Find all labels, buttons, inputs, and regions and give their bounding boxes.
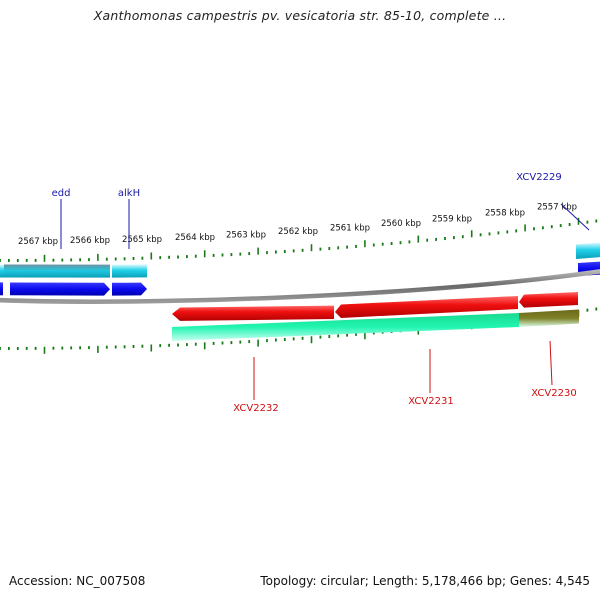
gene-label-xcv2230[interactable]: XCV2230 <box>531 388 576 399</box>
forward-strand-track <box>0 242 600 296</box>
gene-feature-edd-cds[interactable] <box>0 264 4 278</box>
gene-labels: edd alkH XCV2229 XCV2232 XCV2231 XCV2230 <box>52 172 577 414</box>
label-leaders <box>60 199 590 400</box>
leader-xcv2230 <box>549 340 553 386</box>
gene-arrow-xcv2230[interactable] <box>519 292 578 308</box>
gene-arrow-alkh[interactable] <box>112 282 147 296</box>
gene-label-xcv2231[interactable]: XCV2231 <box>408 396 453 407</box>
kbp-label: 2558 kbp <box>485 209 525 219</box>
gene-feature-alkh-cds[interactable] <box>112 264 147 278</box>
kbp-label: 2566 kbp <box>70 236 110 246</box>
kbp-label: 2560 kbp <box>381 219 421 229</box>
gene-feature-cyan[interactable] <box>0 264 110 278</box>
gene-feature-xcv2232-cds[interactable] <box>172 313 519 341</box>
reverse-strand-track <box>172 292 579 341</box>
kbp-label-group: 2567 kbp 2566 kbp 2565 kbp 2564 kbp 2563 kbp… <box>18 203 577 247</box>
map-title: Xanthomonas campestris pv. vesicatoria s… <box>93 8 507 23</box>
gene-arrow-xcv2231[interactable] <box>335 296 518 318</box>
kbp-label: 2565 kbp <box>122 235 162 245</box>
kbp-label: 2567 kbp <box>18 237 58 247</box>
kbp-label: 2562 kbp <box>278 227 318 237</box>
genome-summary: Topology: circular; Length: 5,178,466 bp… <box>260 574 590 588</box>
gene-label-edd[interactable]: edd <box>52 188 71 199</box>
kbp-label: 2563 kbp <box>226 230 266 240</box>
gene-feature-xcv2230-cds[interactable] <box>519 309 579 328</box>
gene-label-alkh[interactable]: alkH <box>118 188 140 199</box>
kbp-label: 2564 kbp <box>175 233 215 243</box>
kbp-label: 2561 kbp <box>330 223 370 233</box>
outer-tick-track <box>0 217 598 262</box>
kbp-label: 2557 kbp <box>537 203 577 213</box>
gene-feature-xcv2229-cds[interactable] <box>576 242 600 260</box>
genome-backbone <box>0 269 600 304</box>
accession-label: Accession: NC_007508 <box>9 574 146 588</box>
leader-xcv2229 <box>560 203 590 231</box>
gene-arrow-edd[interactable] <box>10 282 110 296</box>
gene-arrow-left-edge[interactable] <box>0 282 3 296</box>
gene-arrow-xcv2232[interactable] <box>172 305 334 321</box>
gene-label-xcv2232[interactable]: XCV2232 <box>233 403 278 414</box>
gene-label-xcv2229[interactable]: XCV2229 <box>516 172 561 183</box>
kbp-label: 2559 kbp <box>432 214 472 224</box>
